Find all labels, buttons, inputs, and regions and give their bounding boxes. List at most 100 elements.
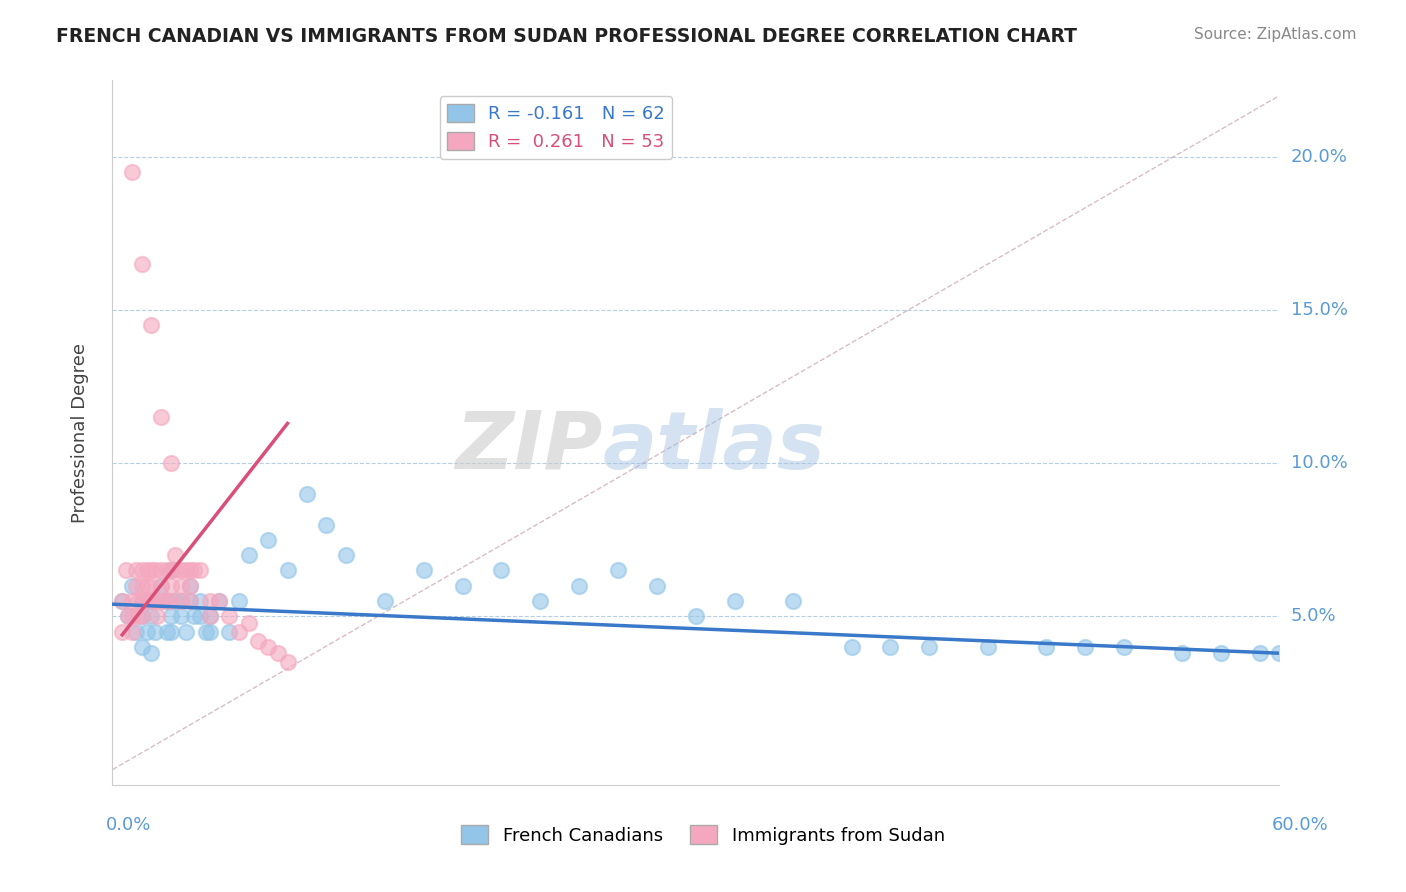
- Point: [163, 564, 186, 578]
- Point: [156, 624, 179, 639]
- Text: ZIP: ZIP: [456, 408, 603, 486]
- Point: [179, 594, 201, 608]
- Text: FRENCH CANADIAN VS IMMIGRANTS FROM SUDAN PROFESSIONAL DEGREE CORRELATION CHART: FRENCH CANADIAN VS IMMIGRANTS FROM SUDAN…: [56, 27, 1077, 45]
- Point: [1249, 646, 1271, 660]
- Point: [160, 564, 183, 578]
- Point: [160, 594, 183, 608]
- Point: [491, 564, 513, 578]
- Point: [841, 640, 863, 654]
- Point: [169, 579, 191, 593]
- Text: 0.0%: 0.0%: [105, 816, 150, 834]
- Legend: French Canadians, Immigrants from Sudan: French Canadians, Immigrants from Sudan: [454, 818, 952, 852]
- Point: [121, 624, 143, 639]
- Point: [451, 579, 474, 593]
- Point: [782, 594, 804, 608]
- Point: [160, 456, 183, 470]
- Point: [198, 624, 221, 639]
- Point: [607, 564, 630, 578]
- Point: [176, 624, 198, 639]
- Text: 60.0%: 60.0%: [1272, 816, 1329, 834]
- Point: [169, 609, 191, 624]
- Point: [111, 594, 134, 608]
- Point: [115, 564, 138, 578]
- Point: [238, 548, 260, 562]
- Point: [1171, 646, 1194, 660]
- Point: [568, 579, 591, 593]
- Point: [143, 594, 166, 608]
- Point: [169, 594, 191, 608]
- Text: 10.0%: 10.0%: [1291, 454, 1347, 472]
- Point: [117, 609, 139, 624]
- Point: [412, 564, 434, 578]
- Point: [198, 594, 221, 608]
- Point: [141, 594, 163, 608]
- Point: [127, 609, 149, 624]
- Point: [136, 564, 159, 578]
- Point: [918, 640, 941, 654]
- Point: [141, 579, 163, 593]
- Point: [121, 579, 143, 593]
- Legend: R = -0.161   N = 62, R =  0.261   N = 53: R = -0.161 N = 62, R = 0.261 N = 53: [440, 96, 672, 159]
- Point: [247, 634, 270, 648]
- Point: [163, 594, 186, 608]
- Point: [179, 579, 201, 593]
- Point: [125, 579, 148, 593]
- Text: atlas: atlas: [603, 408, 825, 486]
- Point: [198, 609, 221, 624]
- Point: [146, 609, 169, 624]
- Point: [131, 257, 153, 271]
- Point: [136, 594, 159, 608]
- Point: [879, 640, 901, 654]
- Point: [160, 579, 183, 593]
- Point: [121, 165, 143, 179]
- Point: [335, 548, 357, 562]
- Point: [188, 609, 211, 624]
- Point: [169, 594, 191, 608]
- Point: [150, 564, 173, 578]
- Point: [156, 564, 179, 578]
- Y-axis label: Professional Degree: Professional Degree: [70, 343, 89, 523]
- Point: [198, 609, 221, 624]
- Point: [150, 579, 173, 593]
- Point: [176, 564, 198, 578]
- Point: [125, 624, 148, 639]
- Point: [127, 594, 149, 608]
- Point: [1074, 640, 1097, 654]
- Point: [529, 594, 551, 608]
- Point: [183, 609, 205, 624]
- Point: [179, 579, 201, 593]
- Point: [121, 609, 143, 624]
- Point: [136, 624, 159, 639]
- Point: [645, 579, 668, 593]
- Point: [1035, 640, 1057, 654]
- Point: [156, 594, 179, 608]
- Point: [179, 594, 201, 608]
- Point: [111, 594, 134, 608]
- Point: [976, 640, 998, 654]
- Text: 5.0%: 5.0%: [1291, 607, 1336, 625]
- Point: [295, 487, 318, 501]
- Point: [228, 624, 250, 639]
- Point: [188, 564, 211, 578]
- Point: [218, 624, 240, 639]
- Point: [141, 609, 163, 624]
- Point: [228, 594, 250, 608]
- Point: [1209, 646, 1232, 660]
- Point: [150, 594, 173, 608]
- Point: [257, 640, 280, 654]
- Point: [121, 594, 143, 608]
- Point: [188, 594, 211, 608]
- Text: Source: ZipAtlas.com: Source: ZipAtlas.com: [1194, 27, 1357, 42]
- Point: [160, 564, 183, 578]
- Point: [183, 564, 205, 578]
- Point: [208, 594, 231, 608]
- Point: [143, 624, 166, 639]
- Point: [125, 564, 148, 578]
- Point: [143, 564, 166, 578]
- Point: [218, 609, 240, 624]
- Point: [194, 624, 217, 639]
- Point: [267, 646, 290, 660]
- Text: 20.0%: 20.0%: [1291, 148, 1347, 166]
- Point: [315, 517, 337, 532]
- Point: [238, 615, 260, 630]
